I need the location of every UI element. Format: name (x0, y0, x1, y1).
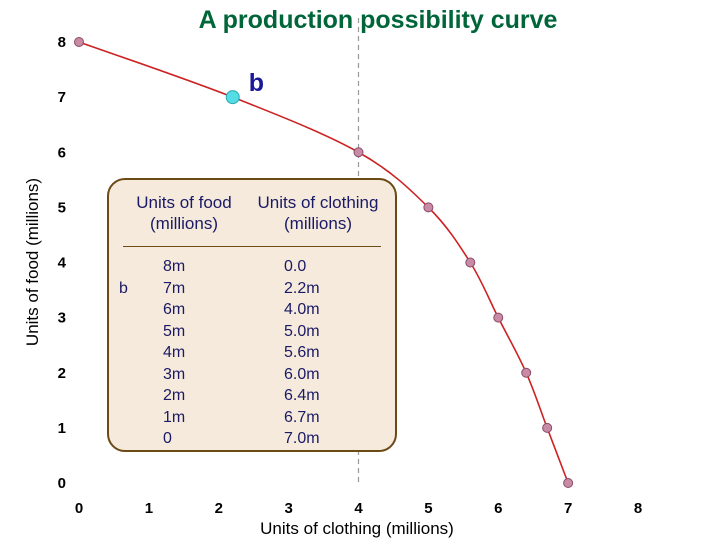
table-clothing-cell: 5.6m (284, 344, 320, 361)
table-marker-spacer (119, 299, 128, 321)
x-tick-label: 8 (634, 500, 642, 517)
table-food-cell: 6m (163, 301, 186, 318)
y-tick-label: 5 (58, 199, 66, 216)
y-tick-label: 0 (58, 475, 66, 492)
table-marker-spacer (119, 321, 128, 343)
table-marker-spacer (119, 385, 128, 407)
table-clothing-cell: 6.0m (284, 365, 320, 383)
x-tick-label: 4 (354, 500, 363, 517)
data-point (465, 257, 476, 268)
y-tick-label: 4 (58, 255, 67, 272)
table-food-column: 8m 7m 6m 5m 4m 3m 2m 1m 0 (163, 256, 185, 450)
x-tick-label: 3 (284, 500, 292, 517)
table-header-line: (millions) (284, 214, 352, 233)
table-marker-spacer (119, 407, 128, 429)
y-tick-label: 8 (58, 34, 66, 51)
table-food-cell: 8m (163, 258, 186, 275)
data-point (353, 147, 364, 158)
table-food-cell: 5m (163, 322, 186, 340)
data-table-box: Units of food (millions) Units of clothin… (107, 178, 397, 452)
x-tick-label: 5 (424, 500, 432, 517)
y-tick-label: 7 (58, 89, 66, 106)
table-marker-column: b (119, 256, 128, 450)
table-marker-spacer (119, 256, 128, 278)
table-food-cell: 1m (163, 408, 186, 426)
x-tick-label: 0 (75, 500, 83, 517)
x-tick-label: 7 (564, 500, 572, 517)
axes: 0 1 2 3 4 5 6 7 8 0 1 2 3 4 5 6 7 8 Units of clothing (mil… (23, 34, 642, 538)
table-food-cell: 7m (163, 279, 186, 297)
table-header-line: Units of food (136, 193, 232, 212)
x-axis-label: Units of clothing (millions) (260, 519, 454, 538)
points-group (74, 37, 574, 488)
labels-group: b (249, 69, 264, 97)
highlight-point (225, 90, 240, 105)
chart-title: A production possibility curve (198, 6, 558, 34)
data-point (542, 422, 553, 433)
table-food-cell: 3m (163, 365, 186, 383)
table-clothing-cell: 6.4m (284, 387, 320, 404)
table-header-clothing: Units of clothing (millions) (239, 192, 397, 234)
table-clothing-cell: 0.0 (284, 258, 307, 275)
table-header-line: Units of clothing (257, 193, 379, 212)
table-food-cell: 0 (163, 430, 172, 447)
data-point (423, 202, 434, 213)
x-tick-label: 2 (215, 500, 223, 517)
y-tick-label: 1 (58, 420, 66, 437)
y-tick-label: 3 (58, 310, 66, 327)
table-food-cell: 4m (163, 344, 186, 361)
table-clothing-cell: 4.0m (284, 301, 320, 318)
table-marker-spacer (119, 342, 128, 364)
data-point (493, 312, 504, 323)
table-clothing-cell: 2.2m (284, 279, 320, 297)
table-clothing-cell: 7.0m (284, 430, 320, 447)
table-row-marker: b (119, 279, 128, 297)
table-clothing-cell: 6.7m (284, 408, 320, 426)
y-tick-label: 6 (58, 144, 66, 161)
y-axis-label: Units of food (millions) (23, 178, 42, 346)
y-tick-label: 2 (58, 365, 66, 382)
table-food-cell: 2m (163, 387, 186, 404)
highlight-label: b (249, 69, 264, 97)
table-marker-spacer (119, 428, 128, 450)
table-header-line: (millions) (150, 214, 218, 233)
table-marker-spacer (119, 364, 128, 386)
table-clothing-cell: 5.0m (284, 322, 320, 340)
table-header-food: Units of food (millions) (115, 192, 253, 234)
data-point (563, 478, 574, 488)
x-tick-label: 1 (145, 500, 153, 517)
data-point (74, 37, 84, 47)
x-tick-label: 6 (494, 500, 502, 517)
table-divider (123, 246, 381, 247)
table-clothing-column: 0.0 2.2m 4.0m 5.0m 5.6m 6.0m 6.4m 6.7m 7.0m (284, 256, 320, 450)
data-point (521, 367, 532, 378)
